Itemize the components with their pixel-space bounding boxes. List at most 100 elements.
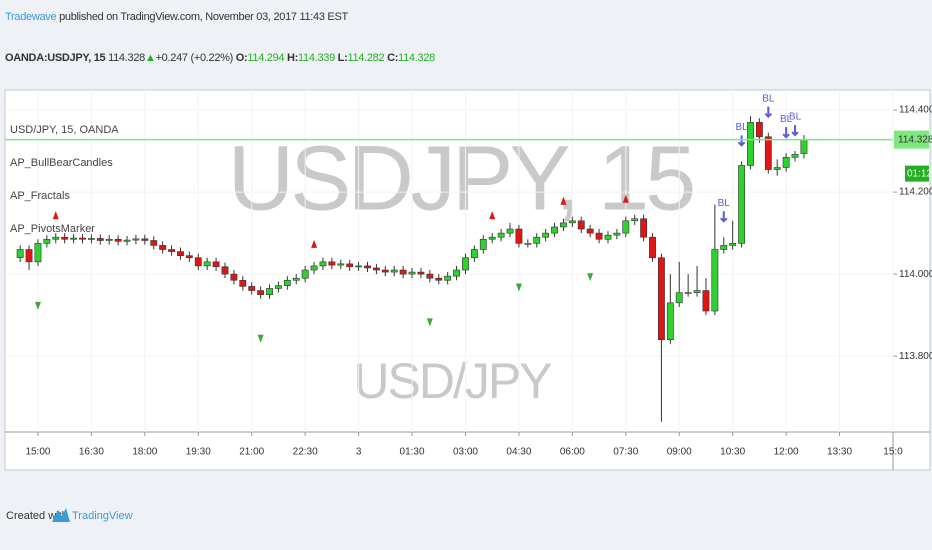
bl-label: BL — [780, 114, 793, 125]
x-tick-label: 12:00 — [774, 447, 799, 458]
bl-label: BL — [718, 198, 731, 209]
candle-body — [25, 249, 33, 263]
candle-body — [177, 251, 184, 256]
candle-body — [658, 257, 665, 341]
candle-body — [221, 266, 229, 275]
candle-body — [381, 269, 389, 273]
candle-body — [755, 122, 763, 138]
change: +0.247 (+0.22%) — [155, 52, 234, 64]
candle-body — [248, 286, 256, 291]
candle-body — [640, 218, 648, 238]
symbol: OANDA:USDJPY, 15 — [5, 52, 106, 64]
candle-body — [114, 238, 122, 242]
arrow: ▲ — [144, 52, 156, 64]
legend-item: AP_PivotsMarker — [10, 223, 95, 235]
candle-body — [426, 273, 434, 279]
candle-body — [43, 238, 51, 244]
last-price-label: 114.328 — [898, 134, 932, 145]
c: 114.328 — [398, 52, 435, 64]
panel — [4, 89, 931, 471]
candle-body — [800, 139, 808, 154]
candle-body — [738, 165, 746, 244]
candle-body — [488, 236, 496, 240]
legend-item: USD/JPY, 15, OANDA — [10, 124, 119, 136]
candle-body — [417, 271, 425, 275]
candle-body — [96, 238, 104, 241]
candle-body — [764, 136, 772, 170]
candle-body — [675, 292, 683, 304]
candle-body — [631, 218, 639, 222]
bl-arrow — [782, 127, 790, 139]
candle-body — [283, 279, 291, 286]
x-tick-label: 10:30 — [720, 447, 745, 458]
candle-body — [586, 228, 594, 234]
last-price-box — [894, 130, 929, 149]
candle-body — [372, 267, 380, 271]
countdown-box — [905, 165, 929, 182]
o-label: O: — [235, 52, 248, 64]
x-tick-label: 18:00 — [132, 447, 157, 458]
o: 114.294 — [247, 52, 285, 64]
h: 114.339 — [298, 52, 335, 64]
candle-body — [462, 257, 469, 271]
candle-body — [408, 271, 416, 275]
fractal-down — [426, 318, 433, 327]
publish-line: Tradewave published on TradingView.com, … — [5, 11, 348, 23]
fractal-up — [52, 211, 59, 220]
candle-body — [729, 243, 737, 246]
candle-body — [702, 290, 710, 312]
candle-body — [720, 245, 728, 250]
countdown: 01:12 — [907, 168, 932, 179]
footer: Created with TradingView — [6, 508, 133, 522]
candle-body — [622, 220, 630, 234]
candle-body — [132, 238, 140, 241]
candle-body — [141, 238, 149, 241]
candle-body — [711, 249, 719, 312]
fractal-up — [560, 196, 567, 205]
candle-body — [16, 249, 24, 259]
candle-body — [515, 228, 523, 244]
candle-body — [453, 269, 460, 277]
candle-body — [782, 156, 790, 168]
candle-body — [212, 261, 220, 268]
bl-label: BL — [735, 122, 748, 133]
candle-body — [34, 243, 42, 263]
candle-body — [551, 226, 558, 234]
candle-body — [435, 277, 443, 281]
candle-body — [506, 228, 514, 234]
fractal-up — [622, 194, 629, 203]
candle-body — [105, 238, 113, 241]
candle-body — [203, 261, 211, 267]
candle-body — [666, 302, 674, 341]
candle-body — [310, 265, 318, 271]
bl-arrow — [764, 106, 773, 119]
candle-body — [444, 275, 452, 281]
fractal-up — [311, 239, 318, 248]
candle-body — [257, 290, 265, 295]
candle-body — [70, 237, 77, 240]
x-tick-label: 09:00 — [667, 447, 692, 458]
y-tick-label: 114.400 — [899, 105, 932, 116]
candle-body — [230, 273, 238, 281]
x-tick-label: 01:30 — [400, 447, 425, 458]
candle-body — [399, 269, 407, 275]
brand[interactable]: TradingView — [72, 510, 133, 522]
x-tick-label: 15:00 — [25, 447, 50, 458]
l-label: L: — [337, 52, 348, 64]
l: 114.282 — [347, 52, 385, 64]
candle-body — [773, 167, 781, 170]
watermark-sub: USD/JPY — [353, 353, 552, 409]
logo[interactable] — [52, 508, 70, 522]
candle-body — [185, 255, 193, 259]
x-tick-label: 03:00 — [453, 447, 478, 458]
candle-body — [613, 232, 621, 236]
author[interactable]: Tradewave — [5, 11, 57, 23]
y-tick-label: 113.800 — [899, 351, 932, 362]
legend-item: AP_BullBearCandles — [10, 157, 113, 169]
created-with: Created with — [6, 510, 68, 522]
candle-body — [346, 263, 354, 268]
x-tick-label: 3 — [356, 447, 362, 458]
last: 114.328 — [108, 52, 145, 64]
candle-body — [791, 154, 799, 158]
